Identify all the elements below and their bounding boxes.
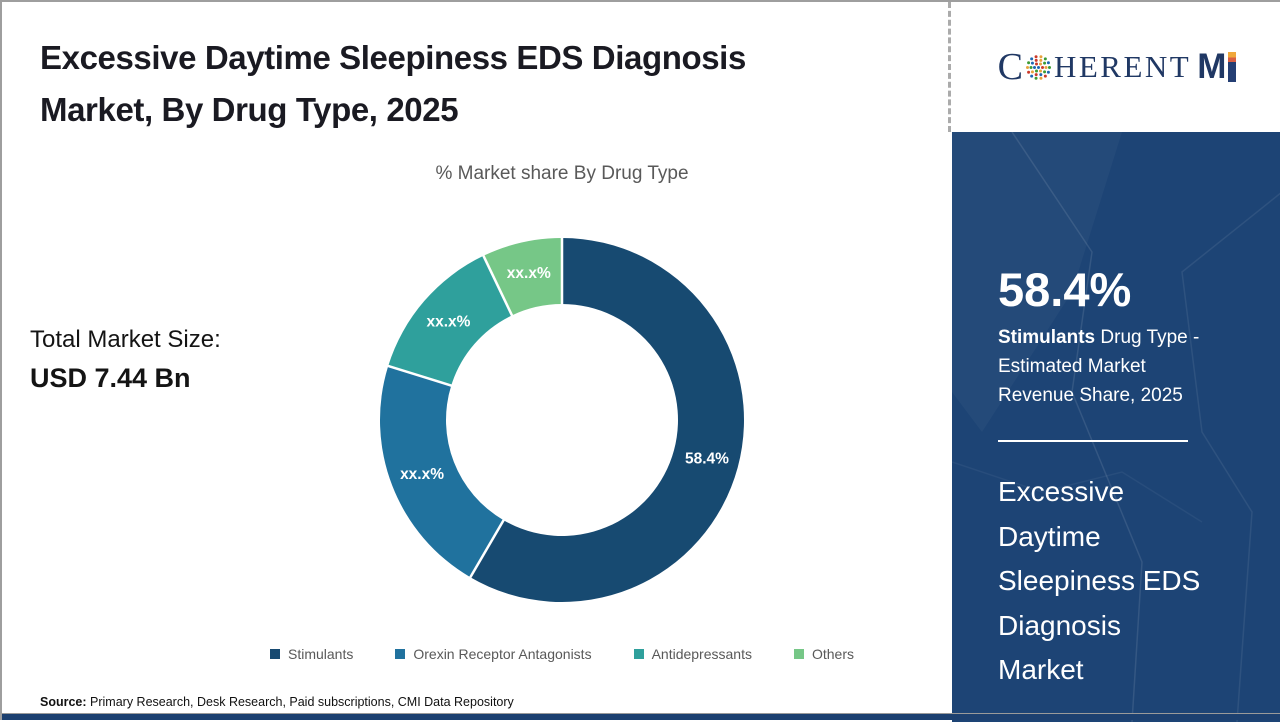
globe-dot <box>1039 58 1043 62</box>
legend-marker <box>633 649 644 659</box>
globe-dot <box>1039 54 1043 58</box>
coherent-globe-icon <box>1025 54 1051 80</box>
market-name-line: Sleepiness EDS <box>998 565 1201 596</box>
sidebar-content: 58.4% Stimulants Drug Type - Estimated M… <box>952 262 1280 693</box>
globe-dot <box>1030 56 1034 60</box>
globe-dot <box>1034 76 1038 80</box>
total-market-size-label: Total Market Size: <box>30 326 221 353</box>
market-name: Excessive Daytime Sleepiness EDS Diagnosis M… <box>998 470 1280 693</box>
globe-dot <box>1047 65 1051 69</box>
legend-label: Antidepressants <box>651 646 752 662</box>
globe-dot <box>1043 69 1047 73</box>
legend-item-others: Others <box>793 646 854 662</box>
donut-slice-stimulants <box>470 238 744 602</box>
chart-legend: Stimulants Orexin Receptor Antagonists Ant… <box>172 646 952 662</box>
page-title-line2: Market, By Drug Type, 2025 <box>40 91 459 128</box>
legend-label: Orexin Receptor Antagonists <box>413 646 592 662</box>
slice-gap <box>386 364 454 388</box>
legend-marker <box>793 649 804 659</box>
legend-label: Others <box>811 646 854 662</box>
slice-gap <box>481 254 514 318</box>
dashed-divider-line <box>948 2 951 132</box>
globe-dot <box>1034 54 1038 58</box>
globe-dot <box>1032 65 1036 69</box>
globe-dot <box>1036 65 1040 69</box>
globe-dot <box>1043 61 1047 65</box>
globe-dot <box>1029 65 1033 69</box>
page-title-line1: Excessive Daytime Sleepiness EDS Diagnos… <box>40 39 746 76</box>
legend-marker <box>395 649 406 659</box>
total-market-size-block: Total Market Size: USD 7.44 Bn <box>30 326 221 394</box>
stat-description-line3: Revenue Share, 2025 <box>998 385 1183 406</box>
slice-label-others: xx.x% <box>507 265 551 282</box>
coherentmi-logo: C HERENT M <box>998 45 1237 89</box>
globe-dot <box>1030 61 1034 65</box>
stat-value: 58.4% <box>998 263 1132 316</box>
globe-dot <box>1025 65 1029 69</box>
source-label: Source: <box>40 695 87 709</box>
donut-chart-svg: 58.4% xx.x% xx.x% xx.x% <box>380 237 744 602</box>
chart-main-area: Excessive Daytime Sleepiness EDS Diagnos… <box>2 2 952 715</box>
slice-label-antidepressants: xx.x% <box>426 313 470 330</box>
logo-letter-c: C <box>997 46 1024 88</box>
donut-slice-orexin-receptor-antagonists <box>380 365 504 578</box>
source-line: Source: Primary Research, Desk Research,… <box>40 695 514 709</box>
stat-highlight: Stimulants <box>998 327 1096 348</box>
legend-item-orexin-receptor-antagonists: Orexin Receptor Antagonists <box>395 646 592 662</box>
donut-chart: 58.4% xx.x% xx.x% xx.x% <box>362 220 762 620</box>
chart-subtitle: % Market share By Drug Type <box>435 163 689 184</box>
globe-dot <box>1039 76 1043 80</box>
donut-slice-antidepressants <box>388 255 512 386</box>
sidebar-divider <box>998 440 1188 442</box>
logo-area: C HERENT M <box>952 2 1280 132</box>
total-market-size-value: USD 7.44 Bn <box>30 363 191 393</box>
globe-dot <box>1043 74 1047 78</box>
legend-label: Stimulants <box>288 646 354 662</box>
globe-dot <box>1030 74 1034 78</box>
map-background-decoration <box>952 132 1280 722</box>
globe-dot <box>1027 70 1031 74</box>
logo-letter-i <box>1228 51 1237 82</box>
globe-dot <box>1038 68 1042 72</box>
globe-dot <box>1027 60 1031 64</box>
globe-dot <box>1034 58 1038 62</box>
legend-item-antidepressants: Antidepressants <box>633 646 752 662</box>
market-name-line: Diagnosis <box>998 609 1121 641</box>
logo-letter-m: M <box>1197 47 1226 86</box>
market-name-line: Excessive <box>998 476 1125 507</box>
stat-description-line1: Stimulants Drug Type - <box>998 323 1238 352</box>
slice-gap <box>468 517 506 579</box>
market-name-line: Daytime <box>998 520 1101 552</box>
source-text: Primary Research, Desk Research, Paid su… <box>86 695 514 709</box>
globe-dot <box>1038 62 1042 66</box>
stat-line1-rest: Drug Type - <box>1095 327 1200 348</box>
bottom-accent-bar <box>2 713 1280 720</box>
globe-dot <box>1046 70 1050 74</box>
stat-description-line2: Estimated Market <box>998 356 1146 377</box>
highlight-sidebar: 58.4% Stimulants Drug Type - Estimated M… <box>952 132 1280 722</box>
stat-description: Stimulants Drug Type - Estimated Market … <box>998 323 1238 410</box>
globe-dot <box>1034 68 1038 72</box>
globe-dot <box>1043 56 1047 60</box>
legend-marker <box>270 649 280 659</box>
globe-dot <box>1030 69 1034 73</box>
globe-dot <box>1040 65 1044 69</box>
globe-dot <box>1044 65 1048 69</box>
globe-dot <box>1034 72 1038 76</box>
globe-dot <box>1046 60 1050 64</box>
logo-letters-herent: HERENT <box>1053 49 1192 84</box>
slice-label-stimulants: 58.4% <box>685 451 729 468</box>
market-name-line: Market <box>998 654 1084 685</box>
legend-item-stimulants: Stimulants <box>270 646 353 662</box>
slice-label-orexin-receptor-antagonists: xx.x% <box>400 466 444 483</box>
page-title: Excessive Daytime Sleepiness EDS Diagnos… <box>40 32 910 136</box>
globe-dot <box>1034 62 1038 66</box>
globe-dot <box>1039 72 1043 76</box>
